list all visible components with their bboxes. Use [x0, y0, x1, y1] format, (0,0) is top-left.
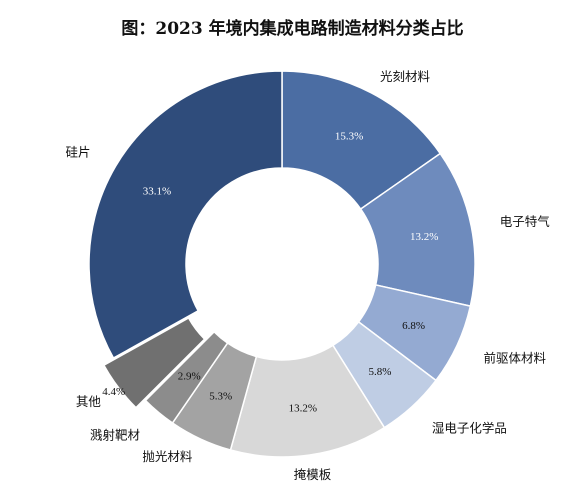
category-label-2: 电子特气	[500, 214, 551, 229]
value-label-5: 13.2%	[289, 402, 317, 414]
value-label-9: 33.1%	[143, 186, 171, 198]
category-label-5: 掩模板	[294, 467, 332, 482]
slice-7	[144, 330, 229, 424]
chart-title: 图：2023 年境内集成电路制造材料分类占比	[121, 19, 464, 39]
category-label-8: 其他	[76, 394, 102, 409]
value-label-2: 13.2%	[410, 231, 438, 243]
value-label-8: 4.4%	[102, 386, 125, 398]
value-label-4: 5.8%	[368, 366, 391, 378]
category-label-1: 光刻材料	[380, 69, 431, 84]
category-label-3: 前驱体材料	[483, 350, 546, 365]
category-label-6: 抛光材料	[142, 449, 193, 464]
value-label-7: 2.9%	[178, 370, 201, 382]
category-label-4: 湿电子化学品	[432, 421, 507, 436]
value-label-1: 15.3%	[335, 130, 363, 142]
slice-8	[102, 316, 206, 409]
category-label-9: 硅片	[66, 145, 91, 160]
value-label-6: 5.3%	[209, 390, 232, 402]
category-label-7: 溅射靶材	[90, 428, 140, 443]
slice-1	[281, 70, 442, 211]
value-label-3: 6.8%	[402, 320, 425, 332]
slice-9	[88, 70, 283, 360]
